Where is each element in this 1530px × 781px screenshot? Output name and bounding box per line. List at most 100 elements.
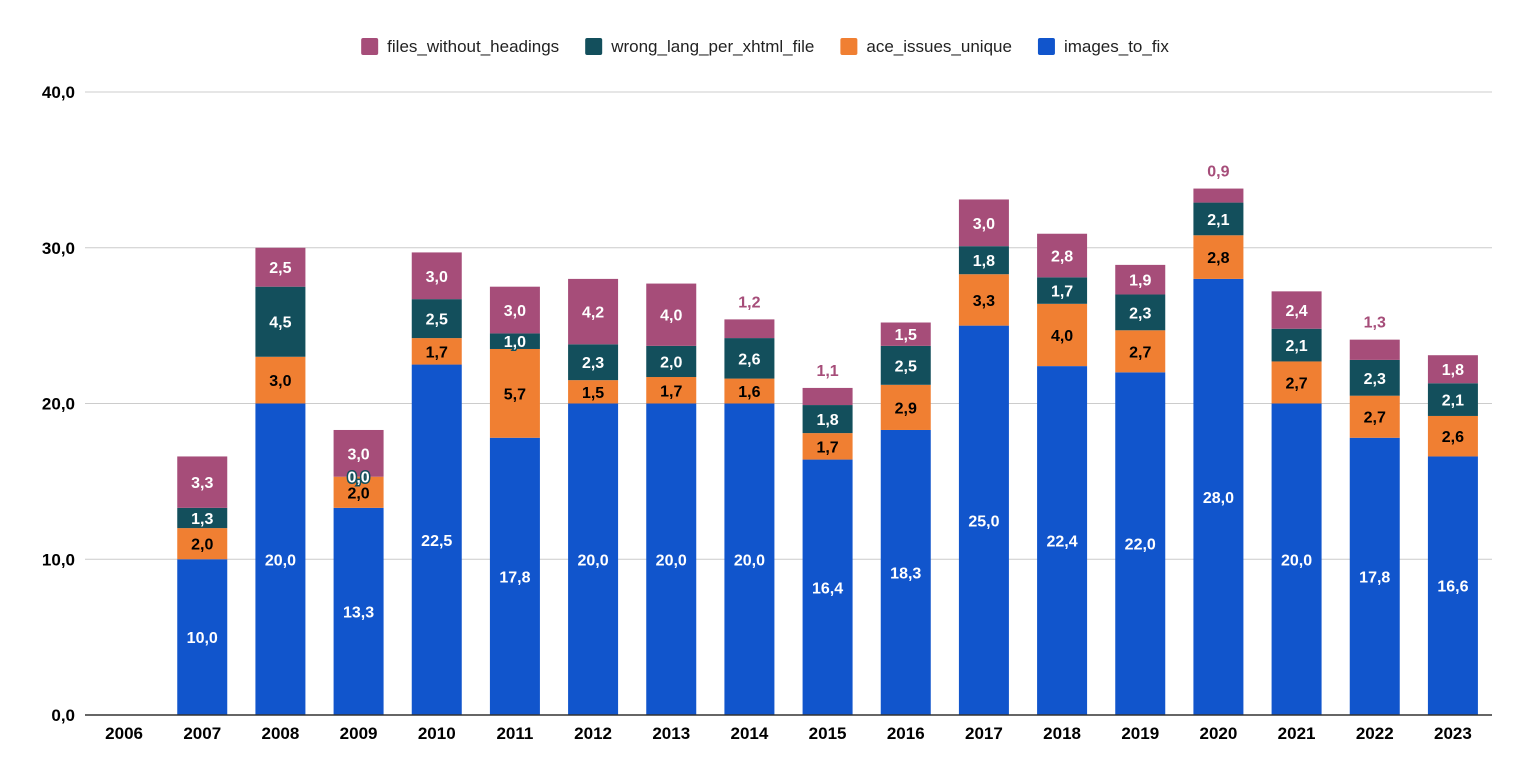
- data-label-ace-issues-unique-2014: 1,6: [738, 384, 760, 401]
- data-label-ace-issues-unique-2012: 1,5: [582, 385, 604, 402]
- bar-segment-files-without-headings-2017: [958, 199, 1009, 247]
- x-tick-label: 2019: [1121, 724, 1159, 743]
- bar-segment-wrong-lang-per-xhtml-file-2011: [489, 333, 540, 349]
- data-label-images-to-fix-2017: 25,0: [968, 513, 999, 530]
- x-tick-label: 2007: [183, 724, 221, 743]
- bar-segment-wrong-lang-per-xhtml-file-2020: [1193, 202, 1244, 236]
- data-label-images-to-fix-2021: 20,0: [1281, 552, 1312, 569]
- data-label-wrong-lang-per-xhtml-file-2012: 2,3: [582, 355, 604, 372]
- bar-segment-ace-issues-unique-2007: [177, 528, 228, 560]
- data-label-files-without-headings-2018: 2,8: [1051, 249, 1073, 266]
- legend-swatch-wrong-lang-per-xhtml-file: [585, 38, 603, 55]
- data-label-wrong-lang-per-xhtml-file-2019: 2,3: [1129, 305, 1151, 322]
- data-label-wrong-lang-per-xhtml-file-2014: 2,6: [738, 351, 760, 368]
- data-label-images-to-fix-2016: 18,3: [890, 565, 921, 582]
- data-label-wrong-lang-per-xhtml-file-2013: 2,0: [660, 354, 682, 371]
- bar-segment-ace-issues-unique-2011: [489, 348, 540, 438]
- bar-segment-files-without-headings-2012: [568, 278, 619, 345]
- bar-segment-wrong-lang-per-xhtml-file-2017: [958, 246, 1009, 275]
- x-tick-label: 2023: [1434, 724, 1472, 743]
- data-label-images-to-fix-2012: 20,0: [578, 552, 609, 569]
- x-tick-label: 2010: [418, 724, 456, 743]
- data-label-ace-issues-unique-2009: 2,0: [347, 485, 369, 502]
- legend-swatch-ace-issues-unique: [840, 38, 858, 55]
- data-label-images-to-fix-2018: 22,4: [1047, 534, 1078, 551]
- bar-segment-ace-issues-unique-2018: [1037, 303, 1088, 367]
- bar-segment-wrong-lang-per-xhtml-file-2013: [646, 345, 697, 378]
- y-tick-label: 30,0: [42, 239, 75, 258]
- bar-segment-wrong-lang-per-xhtml-file-2010: [411, 299, 462, 339]
- data-label-files-without-headings-2008: 2,5: [269, 260, 291, 277]
- data-label-files-without-headings-2014: 1,2: [738, 294, 760, 311]
- data-label-files-without-headings-2017: 3,0: [973, 216, 995, 233]
- x-tick-label: 2022: [1356, 724, 1394, 743]
- data-label-ace-issues-unique-2016: 2,9: [895, 400, 917, 417]
- data-label-wrong-lang-per-xhtml-file-2023: 2,1: [1442, 393, 1464, 410]
- data-label-ace-issues-unique-2019: 2,7: [1129, 344, 1151, 361]
- data-label-wrong-lang-per-xhtml-file-2022: 2,3: [1364, 371, 1386, 388]
- legend-label-images-to-fix: images_to_fix: [1064, 37, 1169, 56]
- data-label-files-without-headings-2010: 3,0: [426, 269, 448, 286]
- bar-segment-files-without-headings-2008: [255, 247, 306, 287]
- data-label-images-to-fix-2022: 17,8: [1359, 569, 1390, 586]
- bar-segment-images-to-fix-2018: [1037, 366, 1088, 715]
- bar-segment-files-without-headings-2019: [1115, 264, 1166, 295]
- data-label-ace-issues-unique-2010: 1,7: [426, 344, 448, 361]
- bar-segment-wrong-lang-per-xhtml-file-2012: [568, 344, 619, 381]
- bar-segment-ace-issues-unique-2013: [646, 377, 697, 404]
- legend-label-files-without-headings: files_without_headings: [387, 37, 559, 56]
- data-label-images-to-fix-2008: 20,0: [265, 552, 296, 569]
- data-label-ace-issues-unique-2018: 4,0: [1051, 328, 1073, 345]
- x-tick-label: 2018: [1043, 724, 1081, 743]
- bar-segment-files-without-headings-2014: [724, 319, 775, 339]
- data-label-wrong-lang-per-xhtml-file-2011: 1,0: [504, 334, 526, 351]
- bar-segment-ace-issues-unique-2010: [411, 338, 462, 365]
- bar-segment-wrong-lang-per-xhtml-file-2008: [255, 286, 306, 357]
- legend-swatch-files-without-headings: [361, 38, 379, 55]
- bar-segment-images-to-fix-2014: [724, 403, 775, 715]
- bar-segment-ace-issues-unique-2021: [1271, 361, 1322, 404]
- bar-segment-files-without-headings-2010: [411, 252, 462, 300]
- bar-segment-wrong-lang-per-xhtml-file-2022: [1349, 359, 1400, 396]
- bar-segment-files-without-headings-2021: [1271, 291, 1322, 329]
- legend-swatch-images-to-fix: [1037, 38, 1055, 55]
- data-label-images-to-fix-2015: 16,4: [812, 580, 843, 597]
- data-label-ace-issues-unique-2020: 2,8: [1207, 250, 1229, 267]
- bar-segment-images-to-fix-2013: [646, 403, 697, 715]
- data-label-images-to-fix-2013: 20,0: [656, 552, 687, 569]
- data-label-files-without-headings-2023: 1,8: [1442, 362, 1464, 379]
- data-label-ace-issues-unique-2023: 2,6: [1442, 429, 1464, 446]
- bar-segment-images-to-fix-2012: [568, 403, 619, 715]
- data-label-wrong-lang-per-xhtml-file-2021: 2,1: [1285, 338, 1307, 355]
- legend-label-wrong-lang-per-xhtml-file: wrong_lang_per_xhtml_file: [610, 37, 814, 56]
- bar-segment-ace-issues-unique-2014: [724, 378, 775, 404]
- bar-segment-ace-issues-unique-2022: [1349, 395, 1400, 438]
- data-label-files-without-headings-2020: 0,9: [1207, 164, 1229, 181]
- data-label-wrong-lang-per-xhtml-file-2010: 2,5: [426, 312, 448, 329]
- bar-segment-files-without-headings-2018: [1037, 233, 1088, 278]
- data-label-wrong-lang-per-xhtml-file-2017: 1,8: [973, 253, 995, 270]
- bar-segment-wrong-lang-per-xhtml-file-2016: [880, 345, 931, 385]
- data-label-wrong-lang-per-xhtml-file-2009: 0,0: [347, 470, 369, 487]
- data-label-images-to-fix-2007: 10,0: [187, 630, 218, 647]
- y-tick-label: 40,0: [42, 83, 75, 102]
- bar-segment-ace-issues-unique-2012: [568, 380, 619, 404]
- data-label-wrong-lang-per-xhtml-file-2008: 4,5: [269, 315, 291, 332]
- data-label-images-to-fix-2020: 28,0: [1203, 490, 1234, 507]
- bar-segment-wrong-lang-per-xhtml-file-2014: [724, 338, 775, 379]
- bar-segment-wrong-lang-per-xhtml-file-2019: [1115, 294, 1166, 331]
- bar-segment-files-without-headings-2023: [1427, 355, 1478, 384]
- bar-segment-images-to-fix-2009: [333, 507, 384, 715]
- data-label-files-without-headings-2015: 1,1: [816, 363, 838, 380]
- data-label-files-without-headings-2022: 1,3: [1364, 315, 1386, 332]
- bar-segment-files-without-headings-2020: [1193, 188, 1244, 203]
- data-label-ace-issues-unique-2017: 3,3: [973, 293, 995, 310]
- bar-segment-images-to-fix-2015: [802, 459, 853, 715]
- data-label-ace-issues-unique-2007: 2,0: [191, 537, 213, 554]
- data-label-images-to-fix-2009: 13,3: [343, 604, 374, 621]
- y-tick-label: 10,0: [42, 550, 75, 569]
- bar-segment-files-without-headings-2015: [802, 387, 853, 406]
- x-tick-label: 2011: [496, 724, 533, 743]
